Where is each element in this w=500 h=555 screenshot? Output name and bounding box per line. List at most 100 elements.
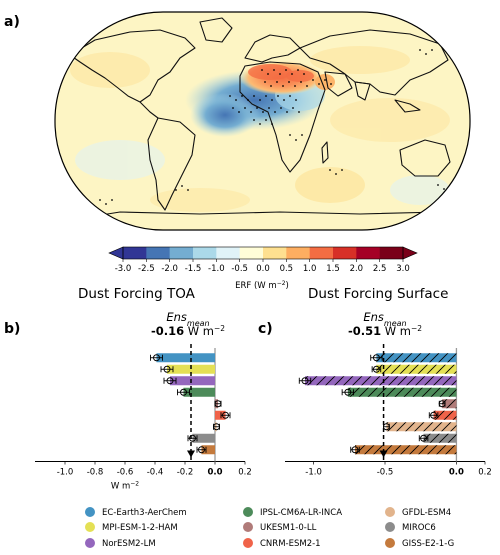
mean-marker (344, 388, 352, 396)
colorbar-segment (356, 247, 380, 259)
ensemble-mean-value: -0.16 W m−2 (151, 324, 225, 339)
x-tick-label: -0.2 (177, 468, 194, 478)
legend-label: EC-Earth3-AerChem (102, 508, 187, 518)
mean-marker (213, 423, 220, 431)
x-tick-label: 0.2 (478, 468, 492, 478)
colorbar-tick-label: -2.0 (161, 264, 178, 274)
legend-label: GISS-E2-1-G (402, 539, 454, 549)
colorbar-segment (263, 247, 287, 259)
colorbar-extend-max (402, 246, 418, 260)
legend: EC-Earth3-AerChem MPI-ESM-1-2-HAM NorESM2-… (85, 507, 454, 549)
bar-hatch (442, 399, 457, 409)
map-frame (54, 11, 471, 231)
colorbar-label: ERF (W m−2) (235, 280, 289, 292)
legend-label: NorESM2-LM (102, 539, 156, 549)
bar-EC-Earth3-AerChem (156, 353, 215, 363)
bar-hatch (347, 387, 457, 397)
legend-marker-MPI-ESM-1-2-HAM (85, 522, 95, 532)
x-axis-label: W m−2 (111, 480, 139, 492)
mean-marker (351, 446, 359, 454)
colorbar-tick-label: 0.5 (280, 264, 294, 274)
bar-NorESM2-LM (170, 376, 215, 386)
legend-label: MPI-ESM-1-2-HAM (102, 523, 178, 533)
legend-marker-CNRM-ESM2-1 (243, 538, 253, 548)
colorbar: -3.0 -2.5 -2.0 -1.5 -1.0 -0.5 0.0 0.5 1.0 1.5 2.0 2… (108, 246, 418, 274)
panel-b-toa-bars: -1.0 -0.8 -0.6 -0.4 -0.2 0.0 0.2W m−2Ensmean-0… (35, 310, 252, 492)
map-background-field (70, 46, 450, 212)
mean-marker (372, 365, 380, 373)
colorbar-segment (146, 247, 170, 259)
bar-MIROC6 (192, 433, 215, 443)
bar-hatch (305, 376, 457, 386)
colorbar-tick-label: 3.0 (396, 264, 410, 274)
mean-marker (163, 365, 171, 373)
colorbar-tick-label: 1.5 (326, 264, 340, 274)
panel-label-c: c) (258, 321, 273, 337)
colorbar-segment (379, 247, 404, 259)
world-map (54, 11, 471, 231)
mean-marker (372, 354, 380, 362)
bar-hatch (433, 410, 457, 420)
mean-marker (166, 377, 174, 385)
ensemble-mean-value: -0.51 W m−2 (348, 324, 422, 339)
subtitle-surface: Dust Forcing Surface (308, 286, 448, 302)
mean-marker (430, 411, 438, 419)
legend-marker-IPSL-CM6A-LR-INCA (243, 507, 253, 517)
colorbar-tick-label: 1.0 (303, 264, 317, 274)
x-tick-label: -0.5 (377, 468, 394, 478)
mean-marker (301, 377, 309, 385)
legend-marker-UKESM1-0-LL (243, 522, 253, 532)
legend-label: GFDL-ESM4 (402, 508, 451, 518)
legend-marker-GFDL-ESM4 (385, 507, 395, 517)
mean-marker (214, 400, 222, 408)
legend-marker-GISS-E2-1-G (385, 538, 395, 548)
colorbar-segment (286, 247, 310, 259)
subtitle-toa: Dust Forcing TOA (78, 286, 196, 302)
significance-stippling (99, 49, 445, 205)
x-tick-label: -0.4 (147, 468, 164, 478)
colorbar-segment (123, 247, 147, 259)
colorbar-tick-label: -0.5 (231, 264, 248, 274)
colorbar-segment (239, 247, 264, 259)
bar-hatch (423, 433, 457, 443)
x-tick-label: -1.0 (305, 468, 322, 478)
colorbar-segment (333, 247, 357, 259)
mean-marker (222, 411, 229, 419)
mean-marker (198, 446, 205, 454)
mean-marker (438, 400, 446, 408)
legend-label: MIROC6 (402, 523, 436, 533)
colorbar-tick-label: -1.0 (208, 264, 225, 274)
colorbar-tick-label: 2.0 (350, 264, 364, 274)
bar-CNRM-ESM2-1 (215, 410, 226, 420)
mean-marker (189, 434, 196, 442)
colorbar-tick-label: 0.0 (256, 264, 270, 274)
colorbar-extend-min (108, 246, 124, 260)
x-tick-label: -1.0 (57, 468, 74, 478)
x-tick-label: 0.2 (238, 468, 252, 478)
mean-marker (153, 354, 160, 362)
x-tick-label: -0.8 (87, 468, 104, 478)
colorbar-tick-label: -1.5 (185, 264, 202, 274)
ensemble-mean-marker (187, 450, 195, 458)
panel-label-b: b) (4, 321, 20, 337)
colorbar-segment (216, 247, 240, 259)
x-tick-label: 0.0 (207, 468, 222, 478)
legend-marker-EC-Earth3-AerChem (85, 507, 95, 517)
colorbar-segment (193, 247, 217, 259)
mean-marker (180, 388, 187, 396)
bar-hatch (376, 353, 457, 363)
colorbar-tick-label: -2.5 (138, 264, 155, 274)
ensemble-mean-marker (379, 450, 388, 458)
bar-MPI-ESM-1-2-HAM (167, 364, 215, 374)
x-tick-label: 0.0 (449, 468, 464, 478)
colorbar-tick-label: 2.5 (373, 264, 387, 274)
mean-marker (382, 423, 390, 431)
colorbar-tick-label: -3.0 (115, 264, 132, 274)
bar-hatch (376, 364, 457, 374)
legend-label: UKESM1-0-LL (260, 523, 317, 533)
x-tick-label: -0.6 (117, 468, 134, 478)
legend-marker-MIROC6 (385, 522, 395, 532)
legend-label: CNRM-ESM2-1 (260, 539, 321, 549)
